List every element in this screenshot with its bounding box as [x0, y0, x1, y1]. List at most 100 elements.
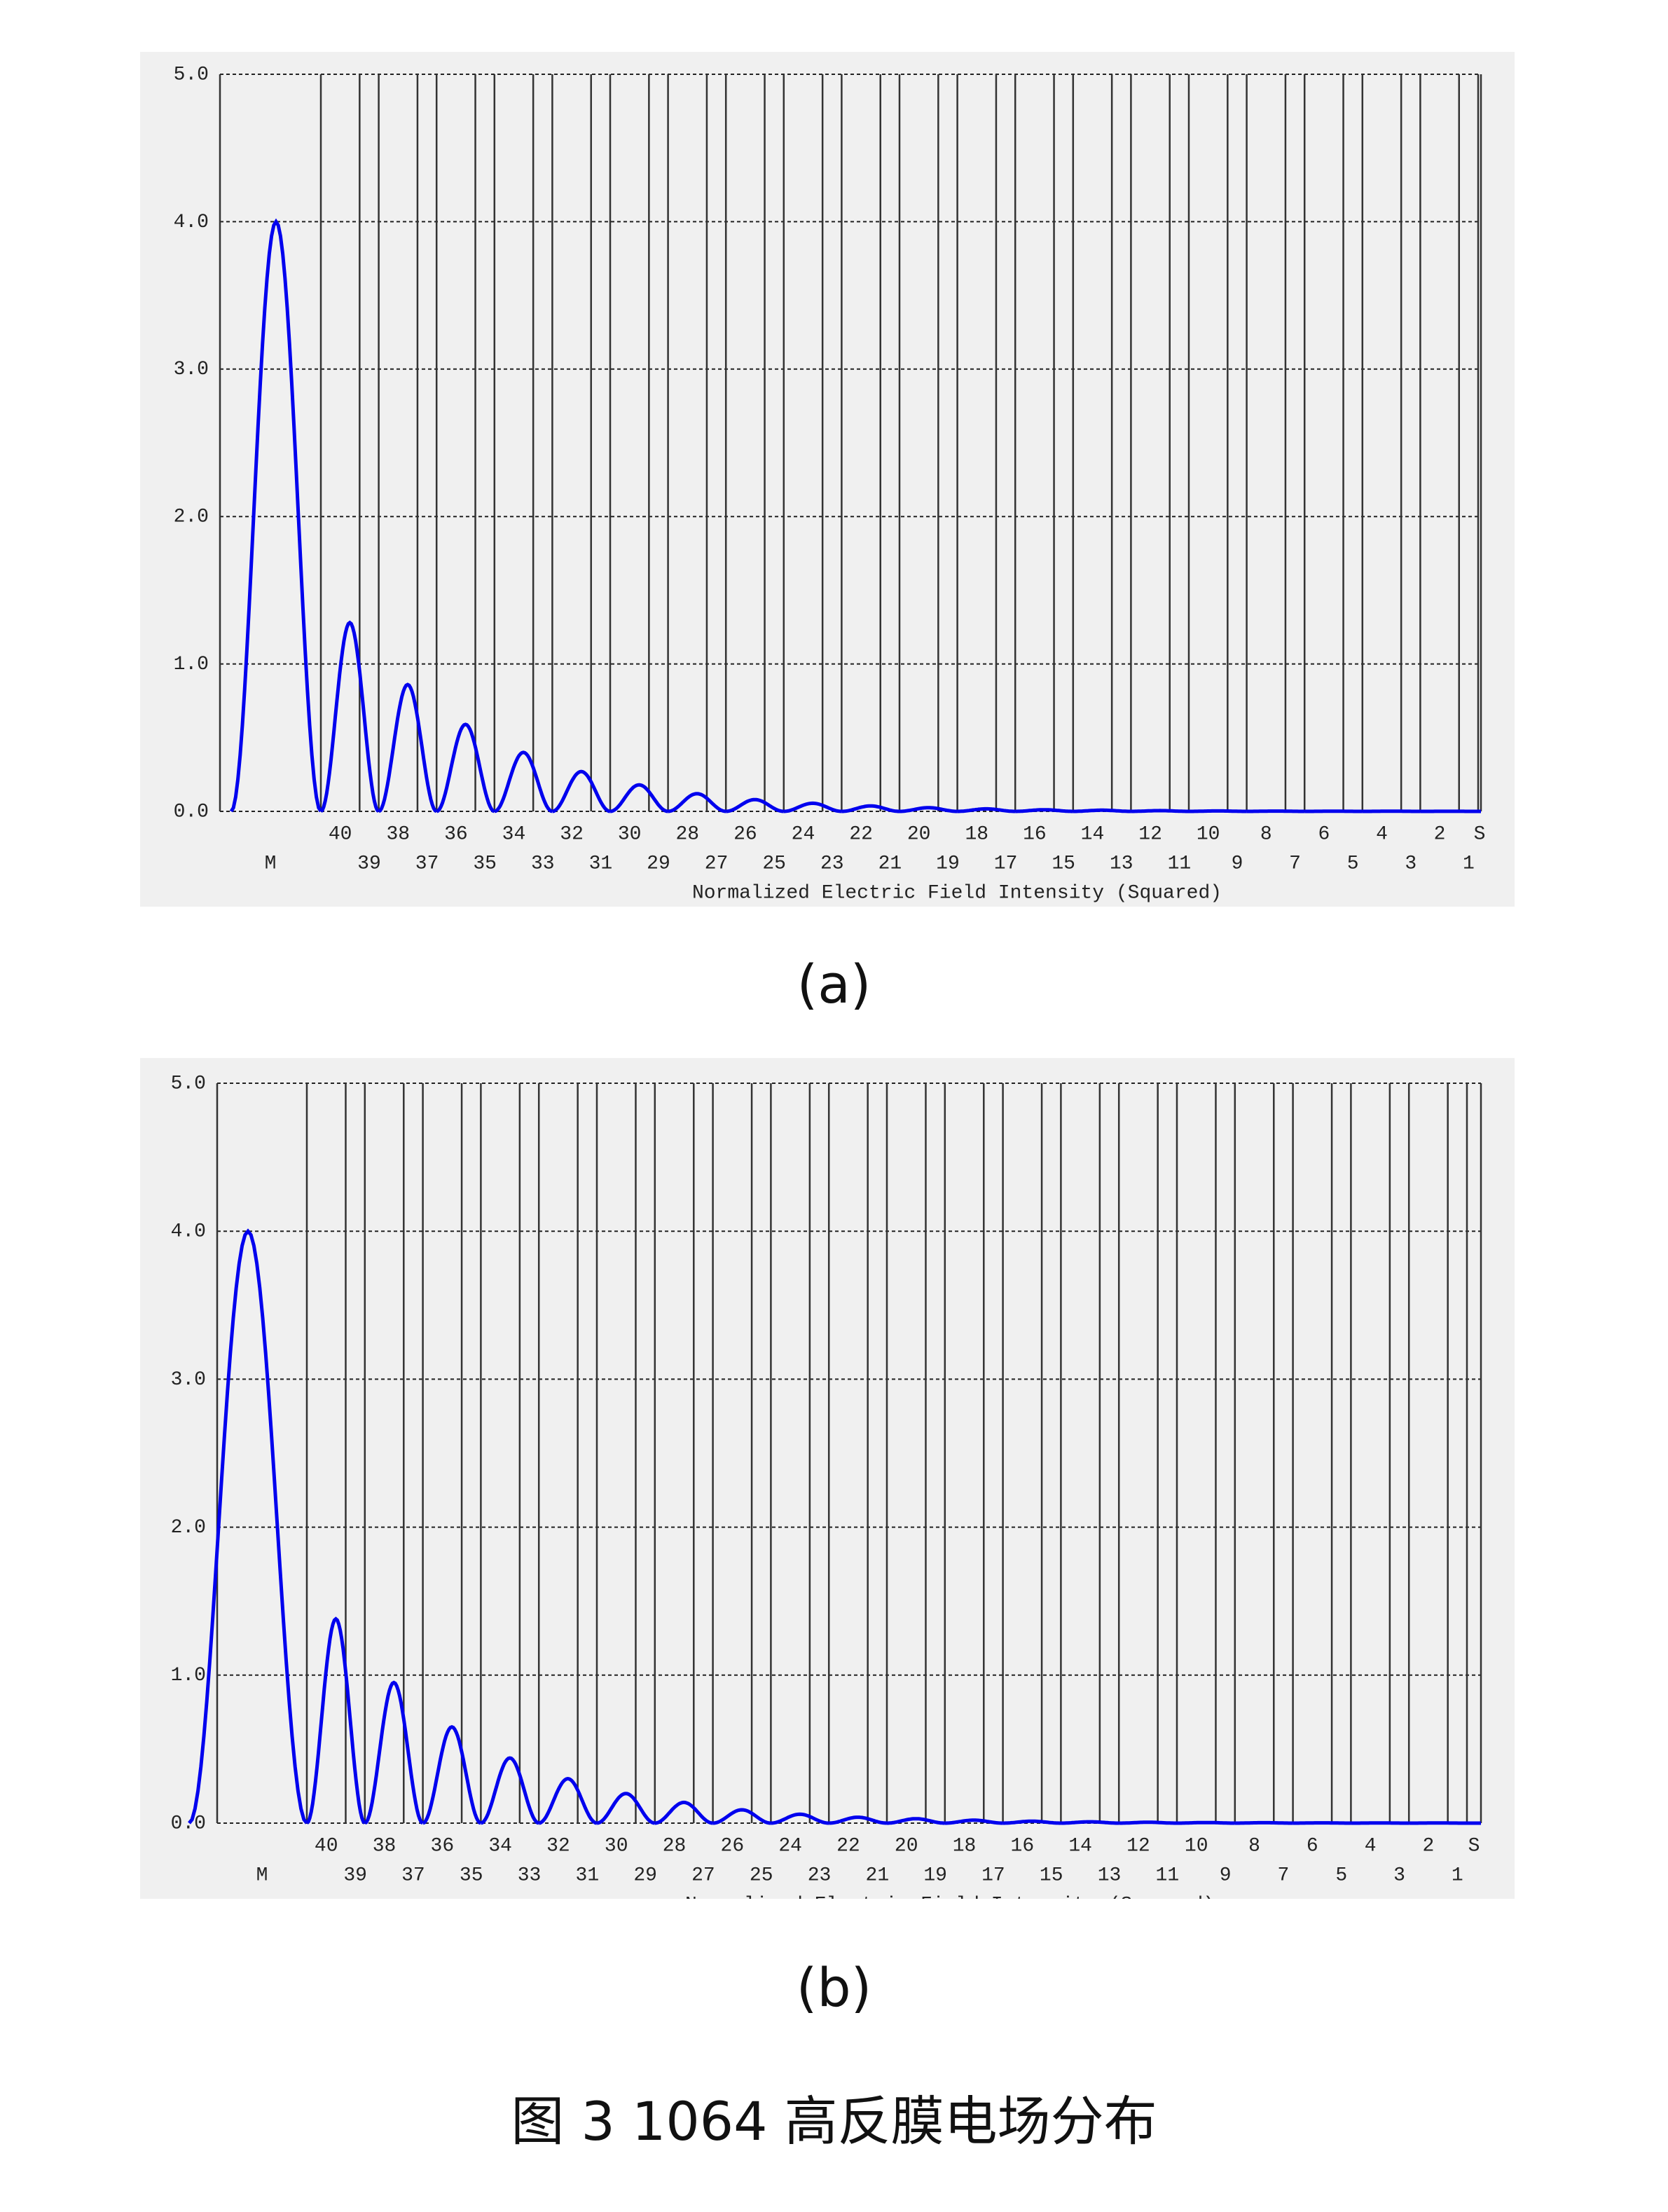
field-curve — [1073, 808, 1131, 813]
x-tick-label: 5 — [1347, 853, 1359, 874]
field-curve — [596, 1792, 656, 1825]
x-tick-label: 2 — [1423, 1835, 1435, 1857]
x-tick-label: 25 — [750, 1864, 773, 1886]
x-tick-label: 19 — [923, 1864, 947, 1886]
figure-caption: 图 3 1064 高反膜电场分布 — [511, 2090, 1157, 2152]
field-curve — [1177, 1820, 1235, 1825]
x-tick-label: 37 — [401, 1864, 425, 1886]
x-tick-label: 6 — [1318, 823, 1330, 845]
y-tick-label: 4.0 — [174, 212, 209, 233]
x-tick-label: 11 — [1168, 853, 1192, 874]
field-curve — [609, 783, 668, 813]
chart-panel: 0.01.02.03.04.05.0M403938373635343332313… — [140, 52, 1515, 907]
x-tick-label: 26 — [733, 823, 757, 845]
x-tick-label: 29 — [647, 853, 670, 874]
x-tick-label: S — [1474, 823, 1486, 845]
field-curve — [552, 769, 611, 813]
x-tick-label: 24 — [778, 1835, 802, 1857]
x-tick-label: 3 — [1405, 853, 1417, 874]
field-curve — [436, 722, 495, 813]
y-tick-label: 3.0 — [171, 1369, 206, 1391]
x-axis-title: Normalized Electric Field Intensity (Squ… — [692, 882, 1222, 904]
x-tick-label: 6 — [1307, 1835, 1318, 1857]
y-tick-label: 5.0 — [171, 1073, 206, 1094]
x-tick-label: 40 — [315, 1835, 338, 1857]
x-tick-label: 10 — [1185, 1835, 1208, 1857]
x-tick-label: 16 — [1011, 1835, 1035, 1857]
x-tick-label: 21 — [866, 1864, 890, 1886]
chart-label: (a) — [797, 953, 871, 1015]
x-tick-label: 34 — [502, 823, 526, 845]
x-tick-label: 9 — [1220, 1864, 1232, 1886]
x-tick-label: 36 — [444, 823, 468, 845]
x-tick-label: 16 — [1023, 823, 1047, 845]
field-curve — [841, 804, 900, 813]
x-tick-label: 30 — [618, 823, 642, 845]
x-tick-label: 28 — [675, 823, 699, 845]
x-tick-label: 11 — [1156, 1864, 1180, 1886]
x-tick-label: 14 — [1068, 1835, 1092, 1857]
y-tick-label: 4.0 — [171, 1221, 206, 1243]
x-tick-label: 7 — [1289, 853, 1301, 874]
x-tick-label: M — [265, 853, 277, 874]
y-tick-label: 0.0 — [171, 1813, 206, 1834]
x-tick-label: 32 — [546, 1835, 570, 1857]
chart-panel: 0.01.02.03.04.05.0M403938373635343332313… — [140, 1058, 1515, 1899]
y-tick-label: 2.0 — [171, 1517, 206, 1539]
field-curve — [900, 806, 958, 813]
x-tick-label: 24 — [792, 823, 815, 845]
field-curve — [712, 1808, 771, 1825]
x-tick-label: 4 — [1376, 823, 1388, 845]
y-tick-label: 2.0 — [174, 507, 209, 528]
x-tick-label: 40 — [329, 823, 352, 845]
x-tick-label: 32 — [560, 823, 584, 845]
x-tick-label: 23 — [820, 853, 844, 874]
x-tick-label: 20 — [907, 823, 931, 845]
x-tick-label: 21 — [878, 853, 902, 874]
x-tick-label: 15 — [1040, 1864, 1063, 1886]
field-curve — [319, 620, 380, 813]
field-curve — [378, 682, 438, 813]
field-curve — [957, 806, 1016, 813]
field-curve — [887, 1817, 945, 1825]
field-curve — [944, 1818, 1003, 1825]
x-tick-label: 17 — [994, 853, 1018, 874]
field-curve — [305, 1616, 366, 1825]
field-curve — [1015, 808, 1073, 813]
y-tick-label: 1.0 — [174, 654, 209, 675]
x-tick-label: 4 — [1365, 1835, 1377, 1857]
x-tick-label: 33 — [531, 853, 555, 874]
x-tick-label: 33 — [518, 1864, 542, 1886]
x-tick-label: 12 — [1138, 823, 1162, 845]
field-curve — [1002, 1819, 1061, 1825]
x-tick-label: 27 — [691, 1864, 715, 1886]
field-curve — [188, 1228, 308, 1825]
field-curve — [494, 750, 553, 813]
chart-label: (b) — [796, 1956, 872, 2019]
x-tick-label: 36 — [431, 1835, 455, 1857]
x-tick-label: 20 — [895, 1835, 918, 1857]
field-curve — [783, 801, 842, 813]
x-tick-label: 31 — [589, 853, 613, 874]
x-tick-label: 29 — [633, 1864, 657, 1886]
field-curve — [1061, 1820, 1119, 1825]
x-tick-label: M — [256, 1864, 268, 1886]
x-tick-label: 19 — [936, 853, 960, 874]
field-curve — [668, 792, 726, 813]
x-tick-label: 34 — [488, 1835, 512, 1857]
x-tick-label: 18 — [965, 823, 988, 845]
y-tick-label: 1.0 — [171, 1665, 206, 1687]
field-curve — [726, 797, 784, 813]
x-tick-label: 15 — [1052, 853, 1075, 874]
field-curve — [829, 1815, 888, 1825]
x-tick-label: 7 — [1278, 1864, 1290, 1886]
x-tick-label: 8 — [1248, 1835, 1260, 1857]
x-tick-label: 22 — [849, 823, 873, 845]
x-tick-label: S — [1468, 1835, 1480, 1857]
x-tick-label: 38 — [373, 1835, 397, 1857]
x-tick-label: 18 — [953, 1835, 977, 1857]
x-tick-label: 13 — [1098, 1864, 1122, 1886]
x-tick-label: 31 — [576, 1864, 600, 1886]
y-tick-label: 3.0 — [174, 359, 209, 380]
